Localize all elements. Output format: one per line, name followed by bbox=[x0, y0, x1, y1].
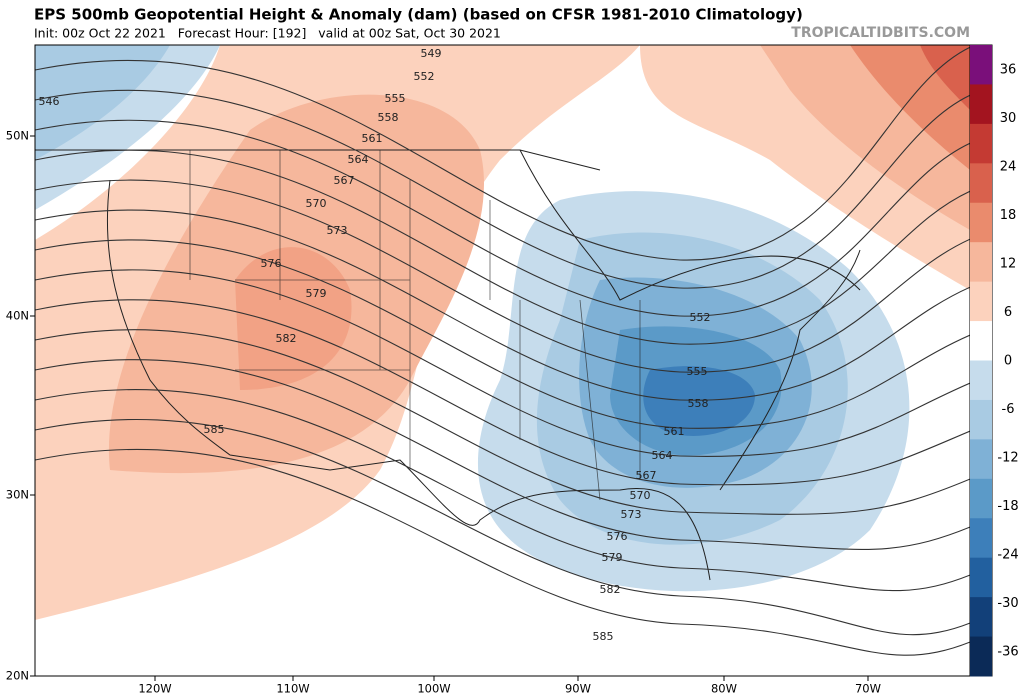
title: EPS 500mb Geopotential Height & Anomaly … bbox=[34, 6, 803, 24]
contour-line bbox=[35, 389, 970, 592]
contour-line bbox=[35, 89, 970, 289]
colorbar-segment bbox=[970, 123, 992, 164]
contour-line bbox=[35, 239, 970, 429]
watermark: TROPICALTIDBITS.COM bbox=[791, 25, 970, 41]
colorbar-label: 6 bbox=[1004, 305, 1012, 320]
lat-label: 40N bbox=[6, 309, 29, 323]
contour-line bbox=[35, 329, 970, 515]
contour-label: 552 bbox=[690, 311, 711, 324]
contour-label: 570 bbox=[630, 489, 651, 502]
colorbar-segment bbox=[970, 399, 992, 440]
contour-label: 573 bbox=[621, 508, 642, 521]
colorbar-label: -24 bbox=[997, 548, 1018, 563]
colorbar-label: 18 bbox=[1000, 208, 1017, 223]
colorbar-segment bbox=[970, 478, 992, 519]
colorbar-label: -6 bbox=[1002, 402, 1015, 417]
contour-label: 561 bbox=[362, 132, 383, 145]
colorbar-label: 24 bbox=[1000, 160, 1017, 175]
colorbar-label: -12 bbox=[997, 451, 1018, 466]
lat-label: 30N bbox=[6, 488, 29, 502]
subtitle: Init: 00z Oct 22 2021 Forecast Hour: [19… bbox=[34, 26, 501, 41]
colorbar-label: 36 bbox=[1000, 63, 1017, 78]
contour-line bbox=[35, 119, 970, 317]
contour-label: 576 bbox=[261, 257, 282, 270]
colorbar-segment bbox=[970, 518, 992, 559]
colorbar-label: 0 bbox=[1004, 354, 1012, 369]
contour-label: 555 bbox=[385, 92, 406, 105]
colorbar-label: 12 bbox=[1000, 257, 1017, 272]
lat-label: 50N bbox=[6, 129, 29, 143]
contour-label: 549 bbox=[421, 47, 442, 60]
contour-label: 573 bbox=[327, 224, 348, 237]
lat-label: 20N bbox=[6, 669, 29, 683]
colorbar-segment bbox=[970, 360, 992, 401]
colorbar-segment bbox=[970, 163, 992, 204]
colorbar-segment bbox=[970, 557, 992, 598]
contour-label: 579 bbox=[306, 287, 327, 300]
contour-label: 564 bbox=[348, 153, 369, 166]
colorbar-segment bbox=[970, 202, 992, 243]
contour-label: 564 bbox=[652, 449, 673, 462]
contour-label: 558 bbox=[688, 397, 709, 410]
colorbar-segment bbox=[970, 597, 992, 638]
contour-label: 561 bbox=[664, 425, 685, 438]
colorbar-segment bbox=[970, 281, 992, 322]
contour-label: 567 bbox=[636, 469, 657, 482]
colorbar-label: -30 bbox=[997, 596, 1018, 611]
contour-label: 555 bbox=[687, 365, 708, 378]
contour-label: 552 bbox=[414, 70, 435, 83]
contour-label: 567 bbox=[334, 174, 355, 187]
contour-label: 579 bbox=[602, 551, 623, 564]
contour-line bbox=[35, 419, 970, 636]
colorbar-segment bbox=[970, 321, 992, 361]
contour-line bbox=[35, 149, 970, 345]
contour-line bbox=[35, 299, 970, 486]
contour-line bbox=[35, 359, 970, 550]
lon-label: 100W bbox=[417, 682, 450, 696]
lon-label: 90W bbox=[565, 682, 591, 696]
contour-label: 546 bbox=[39, 95, 60, 108]
lon-label: 110W bbox=[276, 682, 309, 696]
colorbar-segment bbox=[970, 84, 992, 125]
contour-line bbox=[35, 269, 970, 457]
contour-label: 585 bbox=[204, 423, 225, 436]
colorbar-label: 30 bbox=[1000, 111, 1017, 126]
colorbar-segment bbox=[970, 45, 992, 85]
contour-line bbox=[35, 449, 970, 656]
colorbar-label: -18 bbox=[997, 499, 1018, 514]
contour-line bbox=[35, 179, 970, 373]
contour-label: 585 bbox=[593, 630, 614, 643]
map bbox=[35, 45, 970, 676]
colorbar-label: -36 bbox=[997, 645, 1018, 660]
colorbar-segment bbox=[970, 439, 992, 480]
contour-line bbox=[35, 46, 970, 261]
lon-label: 70W bbox=[855, 682, 881, 696]
contour-label: 582 bbox=[276, 332, 297, 345]
colorbar-segment bbox=[970, 242, 992, 283]
colorbar-segment bbox=[970, 636, 992, 677]
contour-label: 582 bbox=[600, 583, 621, 596]
contour-label: 570 bbox=[306, 197, 327, 210]
lon-label: 80W bbox=[711, 682, 737, 696]
contour-label: 558 bbox=[378, 111, 399, 124]
contour-label: 576 bbox=[607, 530, 628, 543]
contour-line bbox=[35, 209, 970, 401]
lon-label: 120W bbox=[138, 682, 171, 696]
